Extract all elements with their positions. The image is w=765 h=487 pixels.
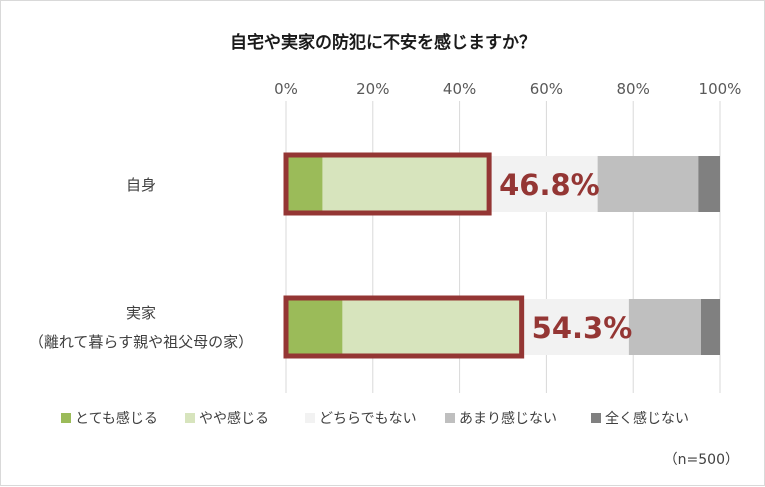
- bar-segment: [700, 299, 720, 355]
- callout-value: 46.8%: [499, 168, 600, 202]
- legend: とても感じる やや感じる どちらでもない あまり感じない 全く感じない: [61, 410, 689, 427]
- x-tick-label: 20%: [356, 80, 389, 98]
- category-label: 実家: [126, 304, 156, 322]
- x-axis-ticks: 0% 20% 40% 60% 80% 100%: [274, 80, 741, 98]
- legend-label: とても感じる: [75, 410, 158, 427]
- legend-label: やや感じる: [199, 410, 269, 427]
- bars: [286, 156, 720, 355]
- legend-swatch: [185, 413, 195, 423]
- bar-segment: [489, 156, 598, 212]
- chart-title: 自宅や実家の防犯に不安を感じますか？: [230, 32, 536, 53]
- x-tick-label: 0%: [274, 80, 298, 98]
- legend-swatch: [61, 413, 71, 423]
- bar-segment: [286, 299, 343, 355]
- bar-segment: [286, 156, 323, 212]
- bar-segment: [322, 156, 490, 212]
- x-tick-label: 80%: [617, 80, 650, 98]
- sample-size-note: （n=500）: [664, 452, 739, 468]
- highlight-boxes: [283, 152, 525, 359]
- category-label: 自身: [126, 176, 156, 194]
- x-tick-label: 100%: [699, 80, 742, 98]
- bar-segment: [342, 299, 522, 355]
- bar-segment: [521, 299, 629, 355]
- legend-swatch: [591, 413, 601, 423]
- bar-segment: [628, 299, 701, 355]
- bar-segment: [597, 156, 699, 212]
- category-label: （離れて暮らす親や祖父母の家）: [29, 333, 253, 351]
- legend-swatch: [305, 413, 315, 423]
- legend-swatch: [445, 413, 455, 423]
- callout-value: 54.3%: [532, 311, 633, 345]
- legend-label: 全く感じない: [605, 410, 689, 427]
- x-tick-label: 60%: [530, 80, 563, 98]
- legend-label: どちらでもない: [319, 411, 417, 427]
- highlight-box: [283, 295, 525, 359]
- callout-labels: 46.8% 54.3%: [499, 168, 632, 345]
- x-tick-label: 40%: [443, 80, 476, 98]
- bar-segment: [698, 156, 720, 212]
- highlight-box: [283, 152, 492, 216]
- legend-label: あまり感じない: [459, 410, 557, 427]
